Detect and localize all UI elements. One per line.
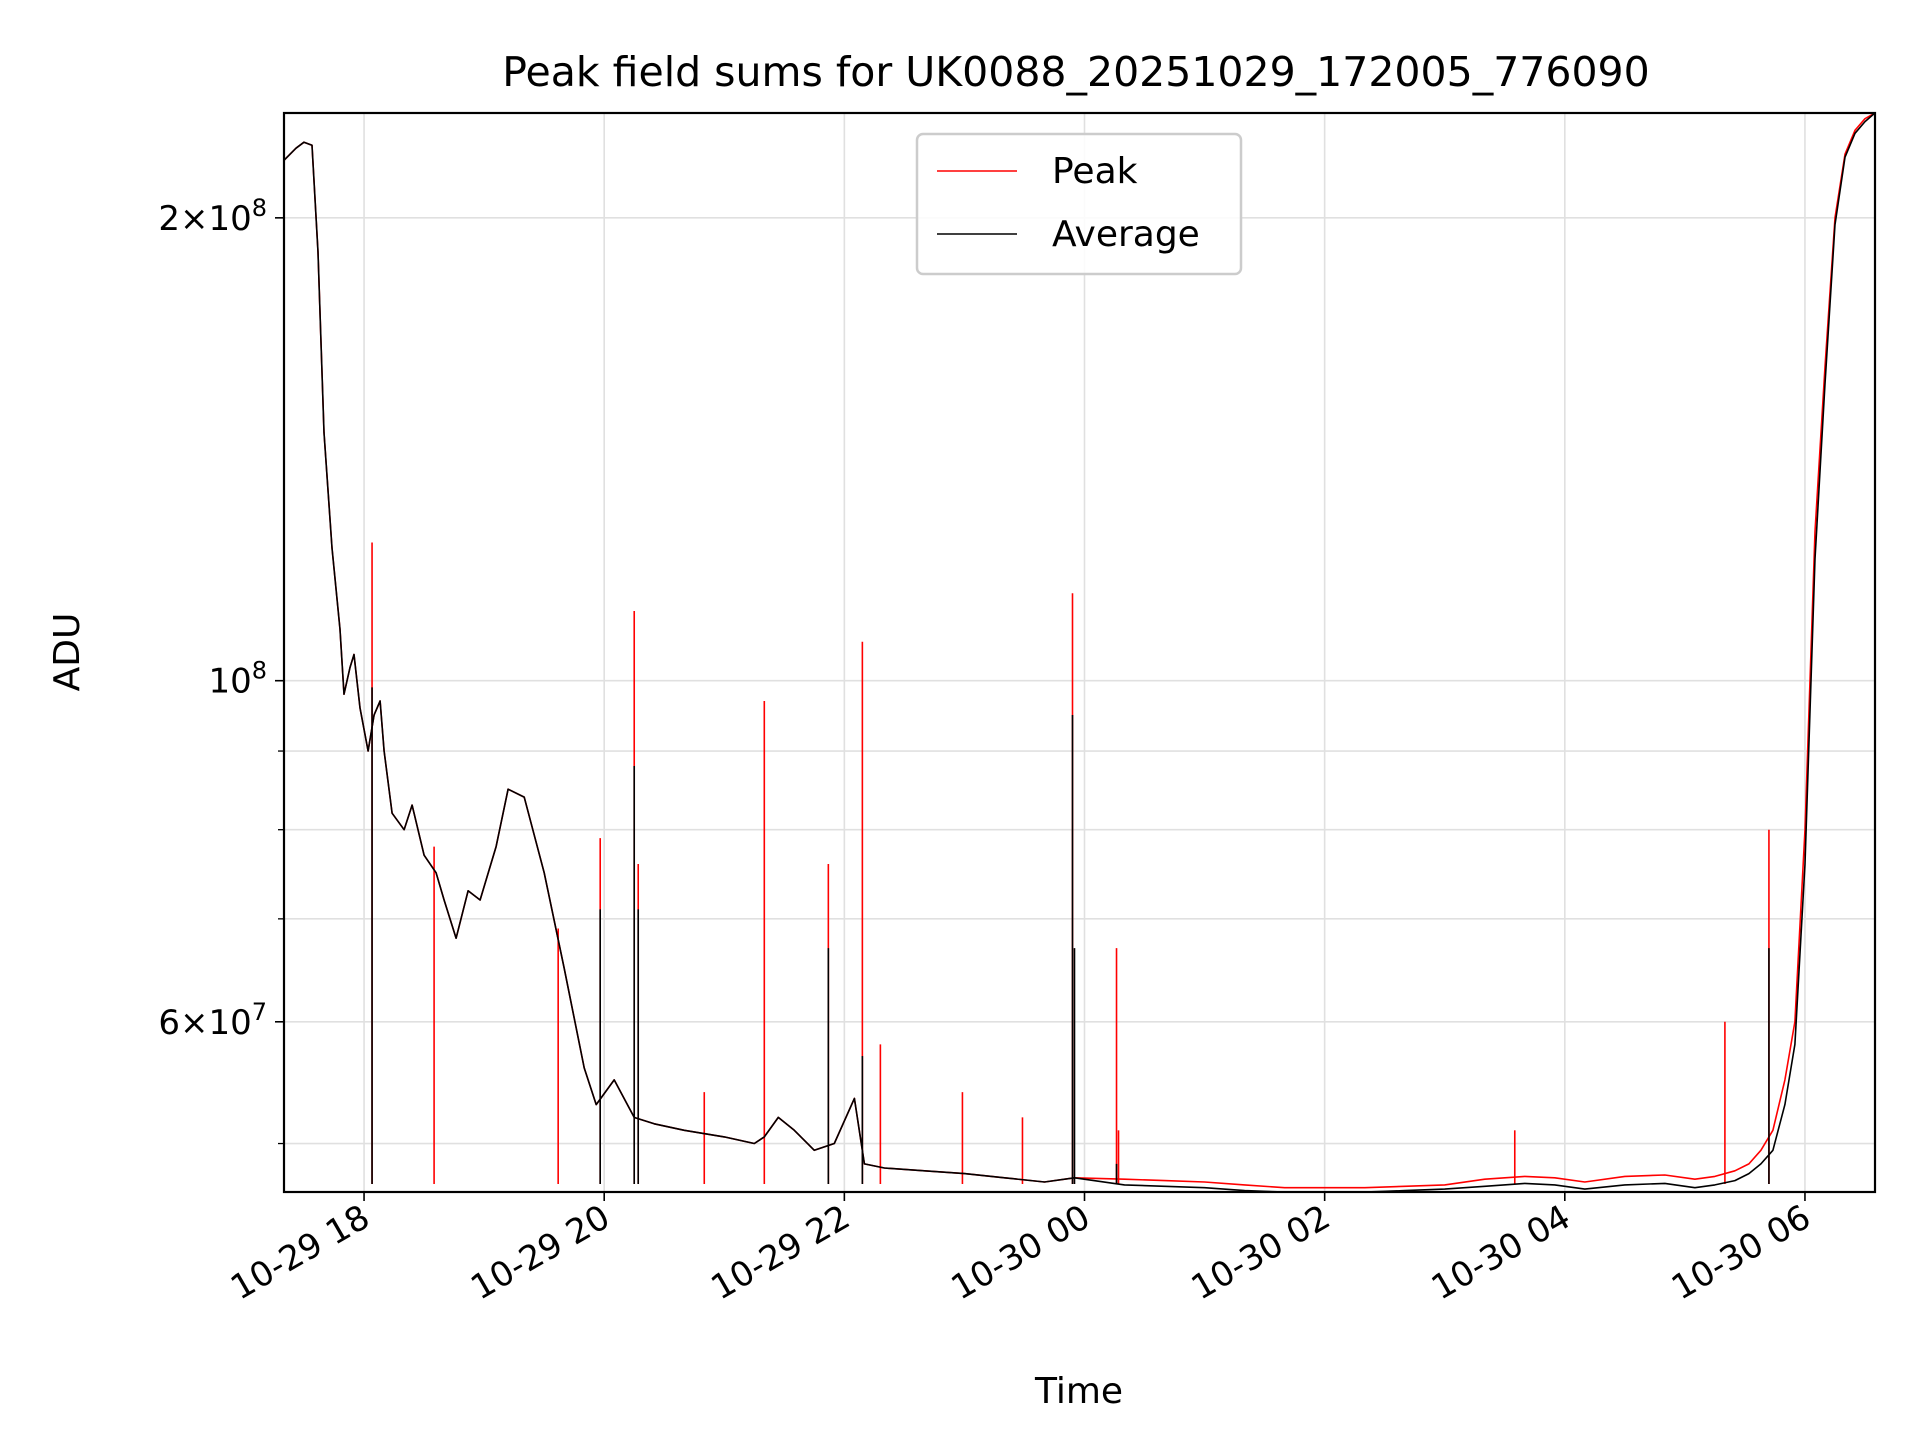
y-tick-label: 6×107 xyxy=(158,998,267,1043)
plot-frame xyxy=(282,111,1877,1194)
y-axis-label: ADU xyxy=(47,613,88,692)
series-group xyxy=(284,113,1875,1192)
legend-box xyxy=(915,132,1243,276)
series-line-average xyxy=(284,113,1875,1192)
y-axis: 6×107 108 2×108 xyxy=(158,194,284,1145)
y-tick-label: 2×108 xyxy=(158,194,267,239)
plot-area xyxy=(284,113,1875,1192)
legend: Peak Average xyxy=(915,132,1243,276)
legend-label-average: Average xyxy=(1052,214,1200,255)
y-tick-label: 108 xyxy=(208,657,267,702)
x-axis-label: Time xyxy=(1034,1371,1123,1412)
chart-title: Peak field sums for UK0088_20251029_1720… xyxy=(502,48,1649,96)
legend-label-peak: Peak xyxy=(1052,151,1138,192)
